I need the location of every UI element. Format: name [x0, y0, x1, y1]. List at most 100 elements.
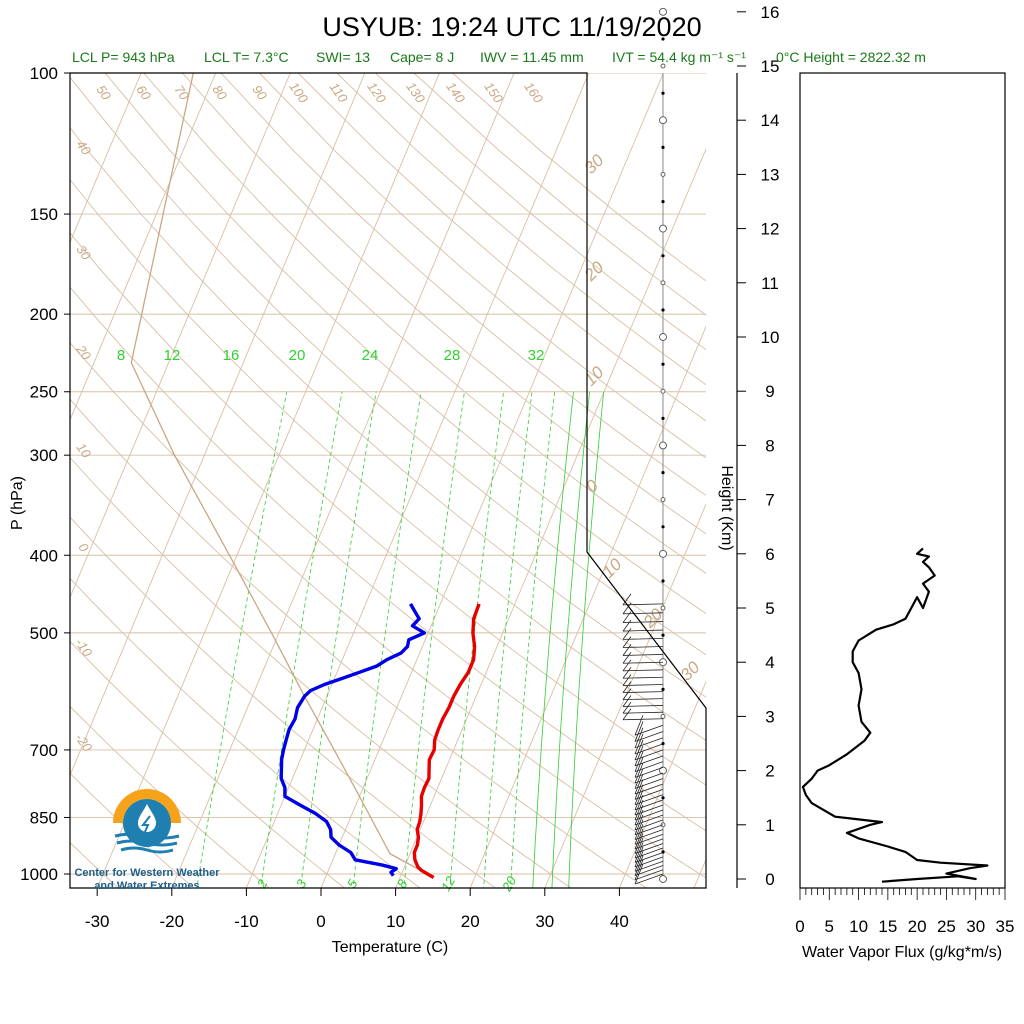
isotherm-line	[70, 73, 217, 422]
pressure-tick-label: 300	[30, 446, 58, 465]
dry-adiabat-line	[70, 178, 706, 742]
dry-adiabat-line	[70, 456, 572, 888]
isotherm-line	[618, 680, 706, 888]
dry-adiabat-line	[70, 398, 648, 888]
mixing-ratio-line	[403, 391, 465, 888]
wind-level-marker	[660, 497, 666, 503]
isotherm-label: 30	[73, 242, 94, 263]
wind-barb	[634, 856, 664, 868]
flux-tick-label: 15	[878, 917, 897, 936]
height-tick-label: 14	[761, 111, 780, 130]
dry-adiabat-line	[220, 73, 706, 496]
height-tick-label: 4	[765, 653, 774, 672]
wind-barb-flag	[634, 784, 644, 805]
wind-barb	[634, 869, 664, 881]
wind-barb	[622, 637, 664, 640]
wind-barb	[622, 629, 664, 632]
logo-waves	[114, 832, 180, 854]
mixing-ratio-label: 16	[223, 347, 240, 364]
wind-barb-flag	[634, 837, 644, 859]
wind-level-dot	[661, 91, 665, 95]
wind-barb	[634, 772, 664, 784]
temperature-tick-label: 40	[610, 912, 629, 931]
isotherm-line	[395, 147, 706, 888]
dry-adiabat-line	[181, 73, 706, 535]
temperature-tick-label: 0	[316, 912, 325, 931]
dry-adiabat-line	[143, 73, 706, 574]
dry-adiabat-line	[259, 73, 706, 459]
temperature-tick-label: 30	[535, 912, 554, 931]
mixing-ratio-label: 24	[362, 347, 379, 364]
dry-adiabat-line	[70, 232, 706, 786]
wind-level-marker	[659, 7, 667, 16]
height-tick-label: 1	[765, 816, 774, 835]
cape-stat: Cape= 8 J	[390, 49, 454, 65]
wind-barb-flag	[634, 789, 644, 810]
dry-adiabat-label: 80	[209, 82, 230, 103]
x-axis-label: Temperature (C)	[332, 939, 448, 956]
wind-barb	[634, 731, 664, 742]
flux-tick-label: 10	[849, 917, 868, 936]
wind-level-dot	[661, 687, 665, 692]
height-tick-label: 16	[761, 3, 780, 22]
wind-level-marker	[659, 224, 667, 233]
wind-barb	[634, 783, 664, 795]
dry-adiabat-label: 90	[249, 82, 270, 103]
wind-barb-flag	[622, 628, 632, 640]
isobar-lines	[70, 73, 706, 875]
mixing-ratio-label: 20	[289, 347, 306, 364]
pressure-tick-label: 400	[30, 546, 58, 565]
temperature-axis: -30 -20 -10 0 10 20 30 40	[85, 888, 629, 931]
dry-adiabat-line	[70, 126, 706, 698]
isotherm-line	[96, 73, 440, 888]
pressure-tick-label: 850	[30, 808, 58, 827]
mixing-ratio-line	[551, 391, 590, 888]
chart-title: USYUB: 19:24 UTC 11/19/2020	[322, 12, 701, 42]
mixing-ratio-lines	[196, 391, 605, 888]
wind-barb-flag	[622, 666, 632, 679]
wind-barb	[622, 698, 664, 701]
wind-barb	[634, 743, 664, 755]
isotherm-line	[70, 73, 142, 244]
wind-barb-flag	[622, 674, 632, 686]
flux-tick-label: 35	[996, 917, 1015, 936]
pressure-tick-label: 100	[30, 64, 58, 83]
isotherm-line	[171, 73, 515, 888]
wind-barb-flag	[622, 611, 632, 623]
wind-barb-flag	[622, 636, 632, 648]
mixing-ratio-line	[260, 391, 343, 888]
lcl-pressure-stat: LCL P= 943 hPa	[72, 49, 175, 65]
wind-barb-flag	[622, 619, 632, 632]
isotherm-lines	[70, 73, 706, 888]
dry-adiabat-label: 50	[93, 82, 114, 103]
dry-adiabat-line	[70, 341, 706, 879]
isotherm-label: 30	[581, 150, 608, 177]
flux-axis: 0 5 10 15 20 25 30 35	[795, 888, 1014, 936]
isotherm-line	[70, 73, 291, 599]
isotherm-label: 10	[599, 554, 626, 581]
cw3e-logo-icon	[113, 789, 181, 854]
sounding-traces	[130, 73, 481, 879]
wind-level-dot	[661, 525, 665, 529]
wind-barb	[622, 646, 664, 648]
isotherm-label: 10	[73, 440, 94, 461]
flux-tick-label: 25	[937, 917, 956, 936]
pressure-tick-label: 250	[30, 383, 58, 402]
wind-barb	[622, 691, 664, 694]
dry-adiabat-label: 160	[521, 79, 546, 106]
wind-barbs	[622, 593, 664, 885]
temperature-tick-label: 10	[386, 912, 405, 931]
wind-barb-flag	[634, 842, 644, 863]
wind-level-dot	[661, 308, 665, 312]
wind-barb	[622, 684, 664, 686]
wind-barb	[634, 761, 664, 773]
mixing-ratio-line	[483, 391, 533, 888]
flux-tick-label: 5	[825, 917, 834, 936]
iwv-stat: IWV = 11.45 mm	[480, 49, 584, 65]
wind-barb-flag	[634, 745, 644, 766]
wind-barb	[634, 788, 664, 800]
wind-barb	[634, 819, 664, 831]
wind-barb	[622, 603, 664, 606]
pressure-tick-label: 500	[30, 624, 58, 643]
